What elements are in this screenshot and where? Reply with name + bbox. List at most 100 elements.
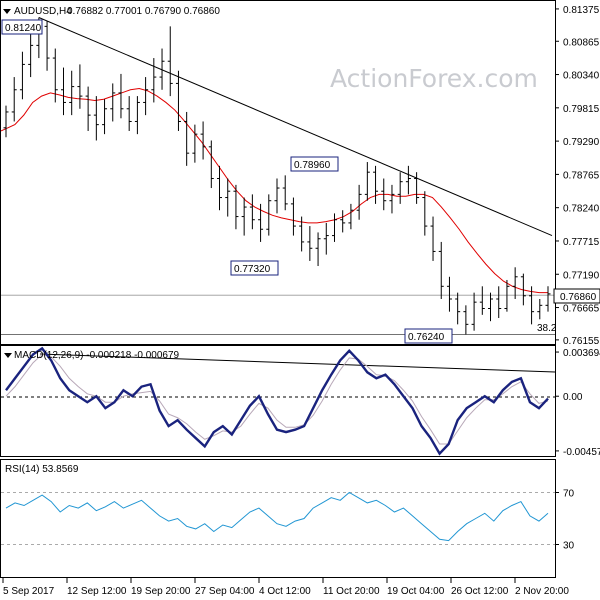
- ohlc-bar: [446, 276, 452, 312]
- ohlc-bar: [504, 279, 510, 312]
- price-reference-lines: [1, 294, 555, 335]
- ohlc-bar: [225, 178, 231, 217]
- ohlc-bar: [323, 222, 329, 255]
- price-panel: 0.81375 0.80865 0.80340 0.79815 0.79290 0.787…: [0, 0, 600, 347]
- symbol-title: AUDUSD,H4: [14, 6, 72, 17]
- time-tick-label: 12 Sep 12:00: [67, 586, 127, 597]
- ohlc-bar: [529, 286, 535, 325]
- ohlc-bar: [69, 70, 75, 116]
- rsi-tick-label: 70: [563, 489, 575, 500]
- ohlc-bar: [151, 58, 157, 103]
- ohlc-bar: [28, 32, 34, 78]
- dropdown-icon: [3, 9, 11, 14]
- ohlc-bar: [537, 298, 543, 320]
- watermark: ActionForex.com: [330, 64, 538, 93]
- ohlc-bar: [52, 48, 58, 103]
- ohlc-bar: [102, 99, 108, 135]
- swing-label: 0.77320: [234, 264, 271, 275]
- ohlc-bar: [282, 175, 288, 211]
- ohlc-bar: [60, 67, 66, 116]
- ohlc-bar: [299, 216, 305, 252]
- ohlc-bar: [331, 213, 337, 242]
- ohlc-bar: [143, 77, 149, 116]
- time-tick-label: 4 Oct 12:00: [259, 586, 311, 597]
- ohlc-bar: [93, 96, 99, 141]
- swing-label: 0.81240: [5, 23, 42, 34]
- ohlc-bar: [430, 216, 436, 261]
- ohlc-bar: [274, 178, 280, 214]
- macd-axis: 0.003694 0.00 -0.004574: [555, 348, 600, 458]
- ohlc-bar: [340, 210, 346, 233]
- macd-panel: 0.003694 0.00 -0.004574 MACD(12,26,9) -0.0…: [0, 345, 600, 458]
- time-tick-label: 19 Sep 20:00: [131, 586, 191, 597]
- ohlc-bar: [77, 64, 83, 109]
- ohlc-bar: [249, 194, 255, 230]
- swing-label: 0.78960: [294, 160, 331, 171]
- macd-panel-frame: [0, 345, 556, 457]
- time-axis: 5 Sep 2017 12 Sep 12:00 19 Sep 20:00 27 Sep…: [2, 577, 569, 597]
- ohlc-bar: [381, 178, 387, 211]
- ohlc-bar: [110, 83, 116, 122]
- macd-tick-label: 0.003694: [563, 348, 600, 359]
- ohlc-bar: [134, 96, 140, 135]
- ohlc-bar: [471, 292, 477, 331]
- price-tick-label: 0.80340: [563, 71, 600, 82]
- rsi-panel-frame: [0, 459, 556, 578]
- rsi-axis: 70 30: [555, 489, 575, 552]
- ohlc-bar: [364, 162, 370, 201]
- price-panel-frame: [0, 0, 556, 345]
- ohlc-readout: 0.76882 0.77001 0.76790 0.76860: [67, 6, 220, 17]
- time-tick-label: 26 Oct 12:00: [451, 586, 509, 597]
- price-tick-label: 0.76155: [563, 336, 600, 347]
- ohlc-bar: [159, 48, 165, 90]
- ohlc-bar: [200, 121, 206, 160]
- ohlc-bar: [258, 203, 264, 242]
- ohlc-bar: [266, 194, 272, 236]
- rsi-panel: 70 30 RSI(14) 53.8569: [0, 459, 575, 578]
- macd-trendline: [39, 353, 556, 373]
- ohlc-bar: [307, 226, 313, 261]
- ohlc-bars: [3, 17, 551, 335]
- ohlc-bar: [315, 232, 321, 267]
- macd-line: [5, 346, 549, 456]
- ohlc-bar: [397, 172, 403, 204]
- macd-tick-label: 0.00: [563, 392, 583, 403]
- swing-label: 0.76240: [408, 332, 445, 343]
- time-tick-label: 11 Oct 20:00: [323, 586, 380, 597]
- ohlc-bar: [479, 286, 485, 315]
- ohlc-bar: [488, 292, 494, 322]
- ohlc-bar: [405, 165, 411, 195]
- ohlc-bar: [520, 273, 526, 306]
- ohlc-bar: [373, 165, 379, 204]
- current-price-label: 0.76860: [560, 292, 597, 303]
- ohlc-bar: [545, 286, 551, 312]
- ohlc-bar: [44, 21, 50, 71]
- current-price-box: [553, 288, 600, 304]
- price-tick-label: 0.77190: [563, 270, 600, 281]
- ohlc-bar: [389, 184, 395, 214]
- swing-label-box: [230, 260, 279, 276]
- price-trendline: [38, 17, 553, 237]
- price-axis: 0.81375 0.80865 0.80340 0.79815 0.79290 0.787…: [555, 5, 600, 347]
- ohlc-bar: [192, 124, 198, 163]
- swing-label-box: [404, 328, 453, 344]
- ohlc-bar: [85, 86, 91, 131]
- macd-title: MACD(12,26,9) -0.000218 -0.000679: [14, 350, 180, 361]
- ohlc-bar: [512, 267, 518, 299]
- ohlc-bar: [356, 184, 362, 220]
- ohlc-bar: [19, 51, 25, 100]
- price-tick-label: 0.79815: [563, 104, 600, 115]
- rsi-level-lines: [1, 492, 555, 545]
- ohlc-bar: [348, 203, 354, 230]
- swing-label-box: [1, 19, 43, 35]
- price-tick-label: 0.78240: [563, 204, 600, 215]
- rsi-tick-label: 30: [563, 541, 575, 552]
- ohlc-bar: [11, 77, 17, 122]
- ohlc-bar: [438, 241, 444, 299]
- time-tick-label: 27 Sep 04:00: [195, 586, 255, 597]
- ohlc-bar: [175, 70, 181, 131]
- price-tick-label: 0.77715: [563, 237, 600, 248]
- ohlc-bar: [167, 26, 173, 97]
- macd-dropdown-icon: [4, 353, 12, 358]
